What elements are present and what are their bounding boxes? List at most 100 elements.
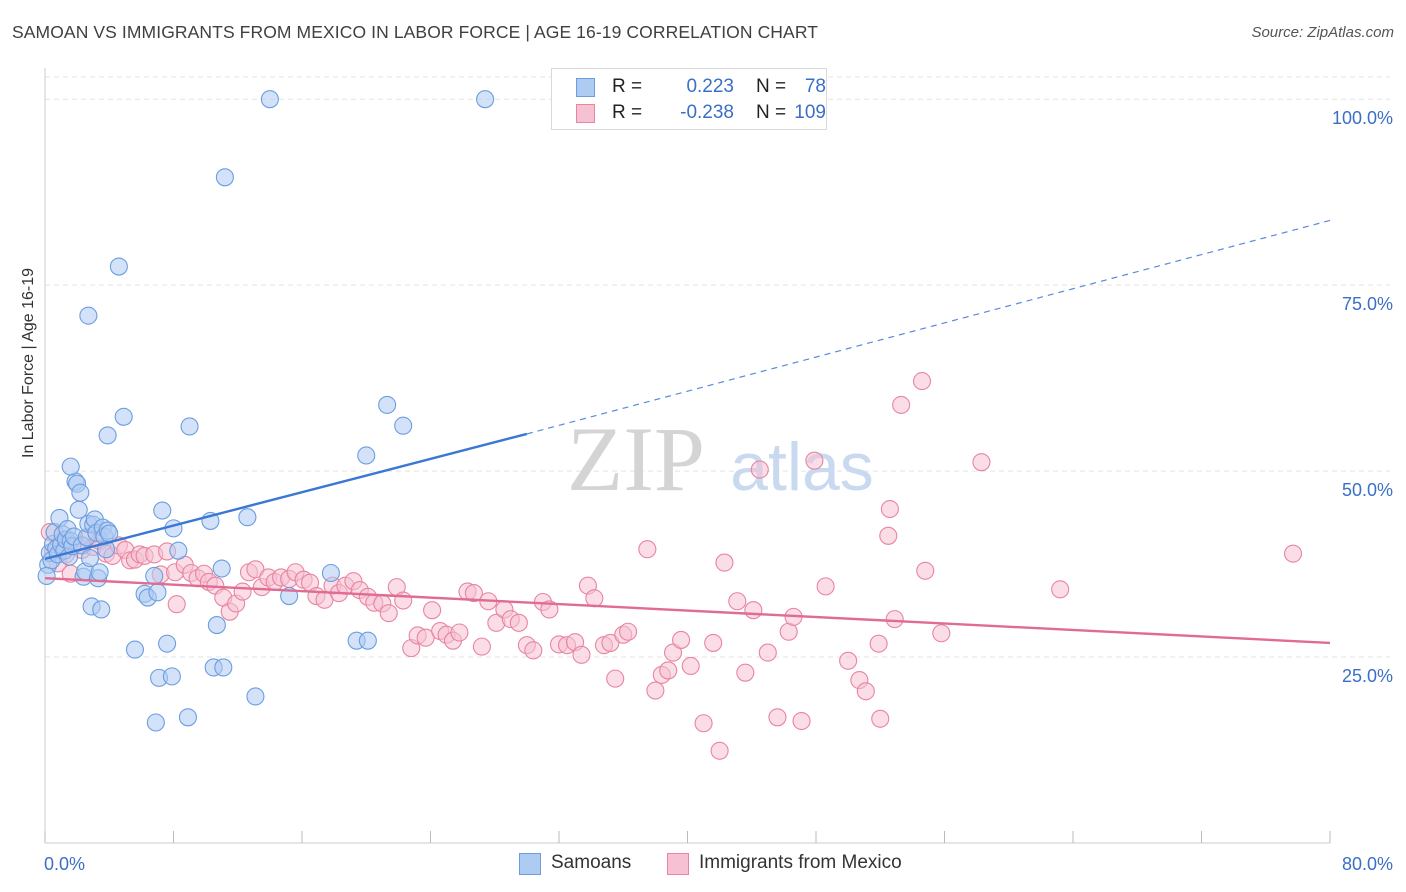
samoan-point — [146, 713, 165, 732]
r-value: 0.223 — [686, 76, 734, 97]
n-label: N = — [756, 102, 787, 123]
mexico-legend-swatch — [667, 853, 689, 875]
mexico-point — [601, 633, 620, 652]
mexico-point — [638, 540, 657, 559]
mexico-point — [871, 709, 890, 728]
samoan-point — [180, 417, 199, 436]
samoan-point — [71, 483, 90, 502]
samoan-point — [214, 658, 233, 677]
mexico-point — [715, 553, 734, 572]
mexico-point — [816, 577, 835, 596]
mexico-point — [912, 372, 932, 391]
samoan-point — [109, 257, 128, 276]
y-axis-title: In Labor Force | Age 16-19 — [20, 267, 37, 458]
samoan-point — [98, 426, 117, 445]
samoan-point — [125, 640, 144, 659]
samoan-point — [114, 407, 133, 426]
x-tick-label-max: 80.0% — [1342, 854, 1393, 874]
mexico-point — [728, 592, 747, 611]
samoan-point — [321, 563, 340, 583]
mexico-point — [792, 711, 811, 731]
mexico-point — [750, 460, 769, 479]
samoan-point — [394, 416, 413, 435]
samoan-point — [246, 687, 265, 706]
mexico-trend-line — [44, 577, 1331, 645]
mexico-point — [916, 561, 935, 580]
samoan-point — [207, 616, 226, 635]
n-value: 78 — [804, 76, 826, 97]
mexico-point — [856, 682, 875, 701]
mexico-point — [805, 451, 824, 470]
samoan-point — [92, 600, 111, 619]
mexico-point — [1284, 544, 1303, 563]
samoan-point — [158, 634, 177, 653]
y-tick-label: 100.0% — [1332, 108, 1393, 128]
samoan-point — [61, 457, 80, 476]
x-tick-label-min: 0.0% — [44, 854, 85, 874]
samoan-point — [260, 90, 279, 109]
correlation-legend: R = 0.223 N = 78 R = -0.238 N = 109 — [551, 68, 827, 130]
mexico-point — [744, 601, 763, 620]
mexico-point — [606, 669, 625, 688]
samoan-point — [238, 508, 257, 527]
mexico-point — [233, 582, 252, 601]
mexico-point — [710, 741, 729, 760]
r-label: R = — [612, 102, 643, 123]
samoan-point — [212, 559, 231, 578]
mexico-point — [472, 637, 491, 656]
samoan-trend-line — [44, 432, 528, 561]
mexico-point — [619, 622, 638, 641]
mexico-legend-label: Immigrants from Mexico — [699, 852, 902, 873]
y-tick-labels: 25.0% 50.0% 75.0% 100.0% — [1332, 108, 1393, 686]
mexico-point — [246, 560, 265, 579]
mexico-point — [869, 634, 888, 653]
samoan-point — [378, 395, 397, 414]
watermark: ZIP atlas — [567, 408, 874, 510]
r-value: -0.238 — [680, 102, 734, 123]
samoan-point — [357, 446, 376, 465]
watermark-zip: ZIP — [567, 408, 705, 510]
mexico-point — [880, 499, 899, 519]
mexico-point — [736, 663, 755, 682]
mexico-point — [839, 651, 858, 670]
y-tick-label: 25.0% — [1342, 666, 1393, 686]
mexico-swatch — [576, 104, 595, 123]
mexico-point — [540, 600, 559, 619]
mexico-point — [450, 623, 469, 642]
r-label: R = — [612, 76, 643, 97]
mexico-point — [167, 595, 186, 614]
mexico-point — [694, 714, 713, 733]
source-credit: Source: ZipAtlas.com — [1251, 24, 1394, 41]
samoan-point — [80, 549, 100, 568]
samoan-point — [178, 708, 198, 727]
n-label: N = — [756, 76, 787, 97]
mexico-point — [585, 589, 604, 608]
mexico-point — [972, 453, 991, 472]
mexico-point — [672, 630, 691, 649]
mexico-point — [509, 613, 528, 632]
mexico-point — [932, 624, 951, 643]
mexico-point — [892, 395, 911, 414]
mexico-point — [704, 633, 723, 652]
samoan-point — [164, 519, 183, 538]
axes — [44, 68, 1331, 844]
samoan-trend-extension — [526, 219, 1331, 435]
mexico-point — [394, 591, 413, 610]
mexico-point — [885, 610, 904, 629]
mexico-point — [1051, 580, 1070, 599]
mexico-point — [572, 645, 591, 664]
chart-title: SAMOAN VS IMMIGRANTS FROM MEXICO IN LABO… — [12, 22, 819, 42]
samoan-point — [476, 90, 495, 109]
y-tick-label: 50.0% — [1342, 480, 1393, 500]
grid-lines — [45, 76, 1390, 658]
samoan-legend-label: Samoans — [551, 852, 632, 873]
samoan-point — [153, 501, 172, 520]
mexico-point — [379, 604, 398, 623]
samoan-point — [169, 541, 188, 560]
samoan-point — [90, 563, 109, 582]
n-value: 109 — [794, 102, 826, 123]
samoan-point — [215, 168, 234, 187]
mexico-point — [768, 708, 787, 727]
mexico-point — [423, 601, 442, 620]
